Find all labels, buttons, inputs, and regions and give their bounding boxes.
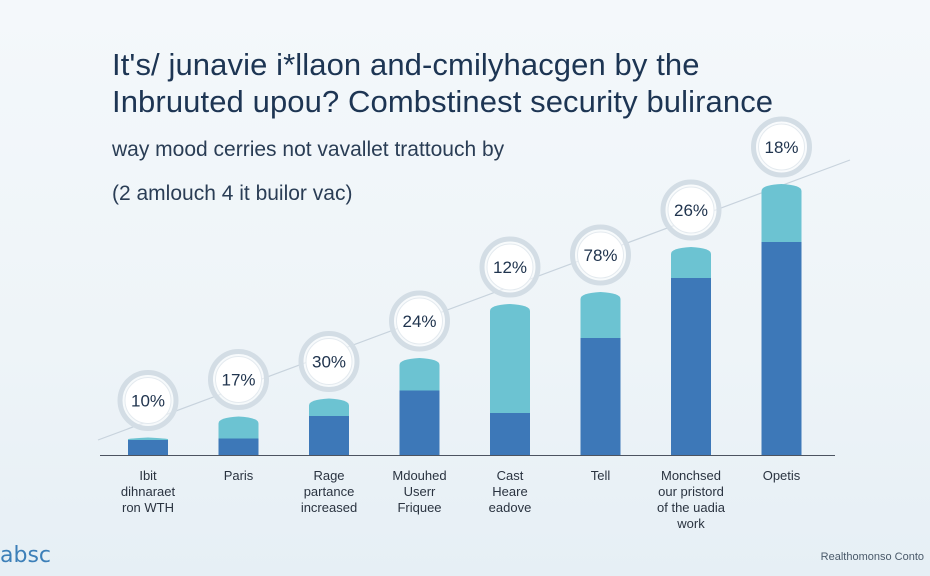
bar-segment-light (128, 437, 168, 440)
category-label: eadove (489, 500, 532, 515)
bar-segment-light (490, 304, 530, 413)
chart-subtitle-line-1: way mood cerries not vavallet trattouch … (112, 138, 505, 161)
category-label: Userr (404, 484, 436, 499)
value-label: 18% (764, 138, 798, 157)
category-label: dihnaraet (121, 484, 176, 499)
bar-segment-dark (218, 438, 259, 455)
value-label: 17% (221, 371, 255, 390)
trend-line (97, 159, 851, 441)
brand-logo-text: absc (0, 543, 52, 568)
category-label: partance (304, 484, 355, 499)
bar-segment-dark (490, 413, 530, 455)
value-label: 30% (312, 353, 346, 372)
value-label: 78% (583, 246, 617, 265)
category-label: Friquee (397, 500, 441, 515)
chart-subtitle-line-2: (2 amlouch 4 it builor vac) (112, 182, 353, 205)
chart-title-line-1: It's/ junavie i*llaon and-cmilyhacgen by… (112, 47, 700, 82)
category-label: Mdouhed (392, 468, 446, 483)
chart-title: It's/ junavie i*llaon and-cmilyhacgen by… (112, 46, 912, 120)
bar-segment-dark (399, 390, 440, 455)
bar-segment-dark (309, 416, 349, 455)
value-label: 26% (674, 201, 708, 220)
bar-segment-dark (671, 278, 711, 455)
chart-title-line-2: Inbruuted upou? Combstinest security bul… (112, 84, 774, 119)
category-label: Heare (492, 484, 527, 499)
category-label: increased (301, 500, 357, 515)
category-label: Tell (591, 468, 611, 483)
bar-segment-dark (128, 440, 168, 455)
bar-segment-dark (761, 242, 802, 455)
bar-segment-light (399, 358, 440, 391)
source-credit: Realthomonso Conto (820, 551, 924, 563)
category-label: of the uadia (657, 500, 726, 515)
category-label: Opetis (763, 468, 801, 483)
bar-segment-dark (580, 338, 621, 455)
value-bubble-inner (124, 377, 172, 424)
bar-segment-light (309, 398, 349, 416)
category-label: ron WTH (122, 500, 174, 515)
chart-subtitle: way mood cerries not vavallet trattouch … (112, 128, 812, 216)
category-label: Monchsed (661, 468, 721, 483)
category-label: Ibit (139, 468, 157, 483)
category-label: work (676, 516, 705, 531)
category-label: Paris (224, 468, 254, 483)
bar-segment-light (218, 416, 259, 439)
bar-segment-light (671, 247, 711, 278)
value-label: 24% (402, 312, 436, 331)
value-bubble-inner (667, 186, 715, 234)
value-label: 12% (493, 258, 527, 277)
value-bubble-inner (305, 338, 353, 385)
value-bubble-inner (577, 231, 624, 279)
value-bubble-inner (215, 356, 262, 403)
value-bubble-inner (396, 297, 443, 345)
category-label: our pristord (658, 484, 724, 499)
value-bubble-inner (758, 123, 805, 171)
value-bubble-inner (486, 243, 534, 291)
bar-segment-light (761, 184, 802, 242)
value-label: 10% (131, 392, 165, 411)
bar-segment-light (580, 292, 621, 338)
category-label: Cast (497, 468, 524, 483)
category-label: Rage (313, 468, 344, 483)
